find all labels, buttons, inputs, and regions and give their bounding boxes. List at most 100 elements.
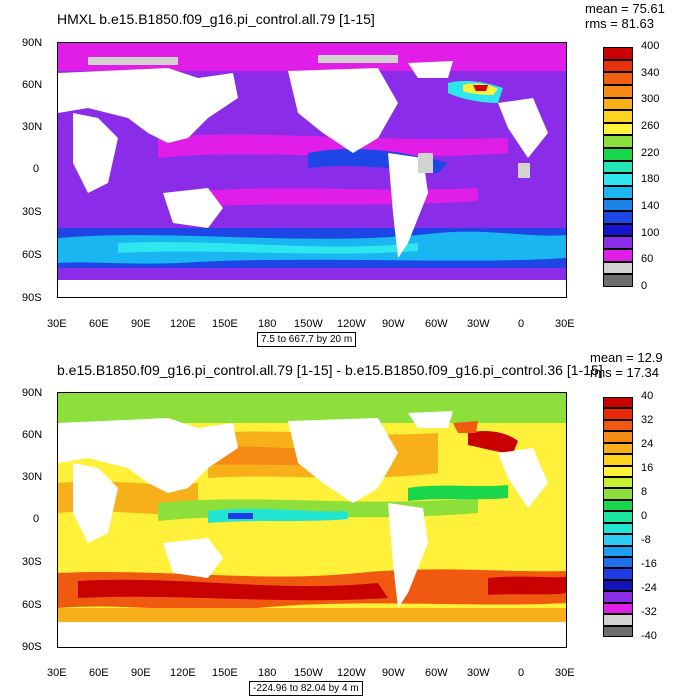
colorbar-swatch: [603, 274, 633, 287]
colorbar-swatch: [603, 419, 633, 432]
colorbar-swatch: [603, 110, 633, 123]
mean-label: mean = 12.9: [590, 350, 663, 365]
colorbar-swatch: [603, 511, 633, 523]
contour-range-label: -224.96 to 82.04 by 4 m: [249, 681, 363, 696]
colorbar-swatch: [603, 499, 633, 512]
lon-label: 150E: [212, 667, 238, 679]
colorbar-label: 8: [641, 486, 648, 498]
colorbar-label: 300: [641, 93, 660, 106]
ocean-field-map: [58, 43, 566, 297]
colorbar-swatch: [603, 223, 633, 237]
colorbar-swatch: [603, 72, 633, 85]
colorbar-swatch: [603, 545, 633, 557]
lon-label: 120E: [170, 667, 196, 679]
colorbar-swatch: [603, 249, 633, 262]
colorbar-label: 16: [641, 462, 654, 474]
map-plot-area: [57, 42, 567, 298]
colorbar-swatch: [603, 477, 633, 489]
colorbar-label: 100: [641, 226, 660, 239]
colorbar-swatch: [603, 135, 633, 149]
rms-label: rms = 81.63: [585, 16, 655, 31]
colorbar-swatch: [603, 454, 633, 466]
lat-label-30n: 30N: [22, 121, 43, 133]
colorbar-label: 0: [641, 510, 648, 522]
lon-label: 90E: [131, 667, 151, 679]
colorbar-swatch: [603, 625, 633, 637]
colorbar-label: -24: [641, 582, 657, 594]
colorbar-label: 340: [641, 66, 660, 79]
colorbar-label: 400: [641, 40, 660, 52]
lon-label: 60E: [89, 318, 109, 330]
colorbar-swatch: [603, 602, 633, 615]
colorbar-swatch: [603, 534, 633, 546]
colorbar-swatch: [603, 236, 633, 250]
colorbar: 400 340 300 260 220 180 140 100 60 0: [603, 40, 673, 292]
colorbar-swatch: [603, 522, 633, 535]
colorbar-swatch: [603, 122, 633, 136]
lon-label: 180: [258, 318, 277, 330]
lon-label: 30E: [555, 318, 575, 330]
colorbar-swatch: [603, 47, 633, 60]
lat-label-60s: 60S: [22, 599, 42, 611]
colorbar-label: 60: [641, 253, 654, 266]
lat-label-eq: 0: [33, 513, 40, 525]
lat-label-60n: 60N: [22, 429, 43, 441]
lon-label: 60W: [425, 667, 448, 679]
colorbar-swatch: [603, 431, 633, 443]
colorbar-swatch: [603, 261, 633, 275]
colorbar-label: -16: [641, 558, 657, 570]
lon-label: 0: [518, 667, 525, 679]
mean-label: mean = 75.61: [585, 1, 665, 16]
colorbar-swatch: [603, 397, 633, 409]
colorbar-label: 24: [641, 438, 654, 450]
contour-range-label: 7.5 to 667.7 by 20 m: [257, 332, 357, 347]
colorbar-swatch: [603, 173, 633, 186]
map-title: HMXL b.e15.B1850.f09_g16.pi_control.all.…: [57, 11, 375, 27]
colorbar-label: 260: [641, 120, 660, 132]
lat-label-60n: 60N: [22, 79, 43, 91]
lon-label: 0: [518, 318, 525, 330]
colorbar-swatch: [603, 198, 633, 212]
lon-label: 30W: [467, 318, 490, 330]
lon-label: 120E: [170, 318, 196, 330]
lat-label-90s: 90S: [22, 641, 42, 653]
colorbar-swatch: [603, 408, 633, 420]
colorbar-swatch: [603, 465, 633, 477]
colorbar-swatch: [603, 185, 633, 199]
lon-label: 30E: [47, 318, 67, 330]
map-title: b.e15.B1850.f09_g16.pi_control.all.79 [1…: [57, 362, 603, 378]
colorbar-swatch: [603, 579, 633, 592]
lon-label: 30E: [47, 667, 67, 679]
lon-label: 60W: [425, 318, 448, 330]
lat-label-30s: 30S: [22, 206, 42, 218]
colorbar-label: 40: [641, 390, 654, 402]
colorbar-swatch: [603, 84, 633, 98]
lat-label-30n: 30N: [22, 471, 43, 483]
lon-label: 90E: [131, 318, 151, 330]
lon-label: 90W: [382, 667, 405, 679]
colorbar-label: 180: [641, 173, 660, 186]
lon-label: 30E: [555, 667, 575, 679]
colorbar-label: 32: [641, 414, 654, 426]
difference-field-map: [58, 393, 566, 647]
lon-label: 150W: [294, 318, 323, 330]
lat-label-30s: 30S: [22, 556, 42, 568]
lat-label-90n: 90N: [22, 37, 43, 49]
lon-label: 180: [258, 667, 277, 679]
colorbar-swatch: [603, 488, 633, 500]
colorbar-swatch: [603, 591, 633, 603]
lon-label: 90W: [382, 318, 405, 330]
colorbar-swatch: [603, 97, 633, 111]
lon-label: 150W: [294, 667, 323, 679]
lon-label: 120W: [337, 318, 366, 330]
lon-label: 150E: [212, 318, 238, 330]
colorbar-label: -32: [641, 606, 657, 618]
colorbar-label: 140: [641, 200, 660, 212]
colorbar-swatch: [603, 211, 633, 224]
colorbar-swatch: [603, 442, 633, 455]
colorbar-label: -40: [641, 630, 657, 642]
lon-label: 120W: [337, 667, 366, 679]
colorbar-swatch: [603, 614, 633, 626]
lat-label-90n: 90N: [22, 387, 43, 399]
colorbar-label: 0: [641, 280, 648, 292]
